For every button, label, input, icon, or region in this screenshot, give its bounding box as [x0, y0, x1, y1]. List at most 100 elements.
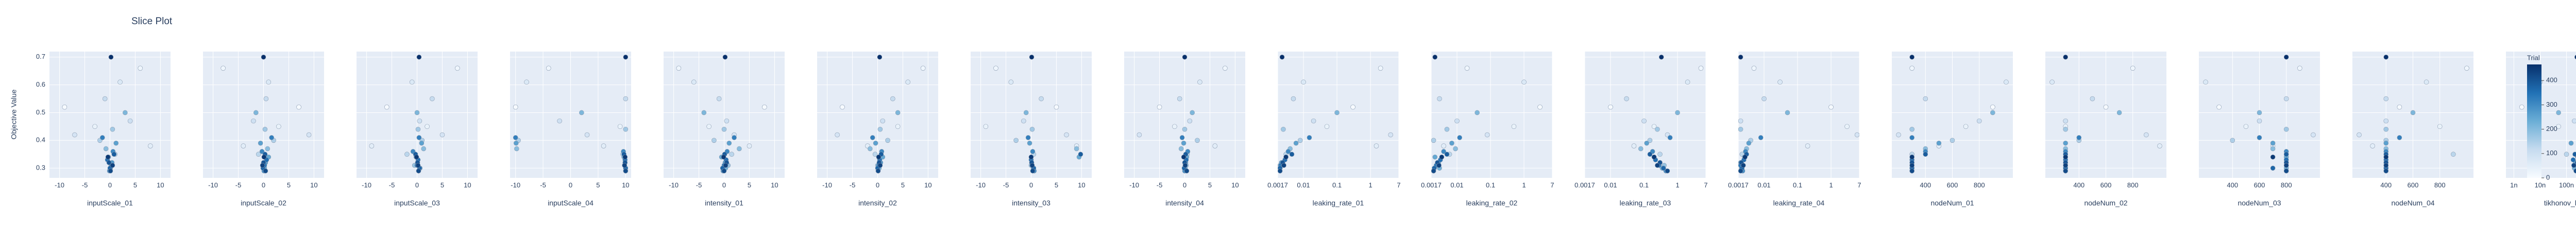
- point: [455, 65, 460, 71]
- point: [2383, 168, 2389, 174]
- point: [415, 126, 421, 132]
- point: [1013, 138, 1019, 143]
- point: [1638, 146, 1643, 152]
- points: [1738, 54, 1859, 174]
- x-axis-title: intensity_02: [858, 199, 897, 207]
- x-tick-label: 0: [1183, 181, 1187, 189]
- points: [676, 54, 767, 174]
- point: [762, 104, 767, 110]
- point: [2063, 154, 2068, 160]
- point: [877, 126, 883, 132]
- point: [1182, 162, 1188, 168]
- point: [1178, 146, 1184, 152]
- point: [880, 118, 886, 124]
- point: [1350, 104, 1355, 110]
- points: [1278, 54, 1393, 174]
- point: [2568, 140, 2574, 146]
- x-tick-label: 0: [1029, 181, 1033, 189]
- point: [2397, 135, 2402, 140]
- x-tick-label: 7: [1857, 181, 1861, 189]
- y-tick-label: 0.3: [36, 164, 45, 172]
- point: [384, 104, 389, 110]
- point: [2283, 168, 2289, 174]
- x-tick-label: -5: [696, 181, 702, 189]
- x-tick-label: 1: [1522, 181, 1526, 189]
- x-tick-label: 400: [2380, 181, 2392, 189]
- point: [584, 132, 590, 138]
- point: [706, 124, 711, 129]
- point: [1738, 126, 1743, 132]
- point: [2383, 126, 2389, 132]
- point: [1190, 110, 1195, 115]
- x-tick-label: 1n: [2510, 181, 2517, 189]
- point: [92, 124, 97, 129]
- points: [1608, 54, 1704, 174]
- point: [2144, 132, 2149, 138]
- point: [875, 168, 881, 174]
- x-tick-label: 7: [1704, 181, 1707, 189]
- x-axis-title: leaking_rate_03: [1620, 199, 1671, 207]
- point: [840, 104, 845, 110]
- point: [895, 124, 901, 129]
- point: [1746, 140, 1752, 146]
- point: [1444, 152, 1450, 157]
- point: [241, 143, 246, 148]
- point: [983, 124, 989, 129]
- point: [262, 126, 268, 132]
- point: [1761, 96, 1767, 102]
- point: [729, 152, 734, 157]
- point: [723, 162, 728, 168]
- point: [724, 118, 730, 124]
- x-tick-label: 100n: [2559, 181, 2574, 189]
- point: [261, 54, 266, 60]
- point: [1449, 140, 1454, 146]
- point: [721, 168, 727, 174]
- point: [1657, 152, 1663, 157]
- x-axis-title: inputScale_02: [241, 199, 286, 207]
- point: [1660, 165, 1666, 171]
- point: [1624, 96, 1629, 102]
- point: [404, 152, 410, 157]
- point: [1027, 140, 1032, 146]
- point: [1324, 124, 1330, 129]
- x-tick-label: 10: [1231, 181, 1239, 189]
- point: [1751, 65, 1757, 71]
- point: [1179, 135, 1185, 140]
- y-axis-title: Objective Value: [10, 89, 18, 139]
- point: [1484, 132, 1490, 138]
- point: [439, 132, 445, 138]
- point: [1896, 132, 1901, 138]
- point: [416, 168, 421, 174]
- point: [1074, 146, 1079, 152]
- point: [1923, 152, 1928, 157]
- point: [1054, 104, 1059, 110]
- point: [1289, 152, 1295, 157]
- point: [876, 154, 882, 160]
- x-axis-title: inputScale_04: [548, 199, 594, 207]
- point: [1182, 54, 1188, 60]
- point: [1197, 79, 1202, 85]
- point: [2004, 79, 2009, 85]
- point: [546, 65, 551, 71]
- point: [579, 110, 584, 115]
- point: [2370, 143, 2375, 148]
- point: [266, 79, 272, 85]
- x-tick-label: 10: [310, 181, 317, 189]
- point: [877, 162, 883, 168]
- point: [1291, 96, 1296, 102]
- colorbar-tick-label: 300: [2546, 101, 2557, 108]
- point: [1181, 154, 1187, 160]
- point: [1307, 135, 1312, 140]
- point: [623, 126, 629, 132]
- point: [890, 96, 895, 102]
- x-tick-label: -10: [362, 181, 371, 189]
- point: [1475, 110, 1480, 115]
- point: [1030, 149, 1036, 154]
- x-tick-label: -5: [389, 181, 395, 189]
- point: [72, 132, 77, 138]
- point: [623, 96, 629, 102]
- point: [1293, 140, 1299, 146]
- point: [1008, 79, 1014, 85]
- x-tick-label: 10n: [2535, 181, 2546, 189]
